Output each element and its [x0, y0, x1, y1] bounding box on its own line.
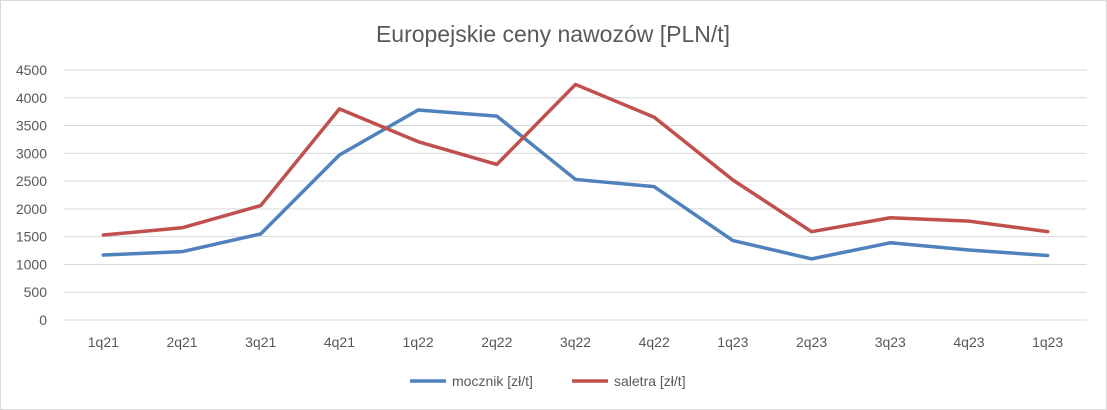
data-point	[731, 178, 735, 182]
y-axis-ticks: 0 500 1000 1500 2000 2500 3000 3500 4000 4500	[16, 62, 47, 328]
data-point	[810, 257, 814, 261]
data-point	[731, 239, 735, 243]
y-tick-label: 3000	[16, 145, 47, 161]
data-point	[101, 253, 105, 257]
y-tick-label: 4500	[16, 62, 47, 78]
x-tick-label: 2q21	[166, 334, 197, 350]
data-point	[574, 177, 577, 181]
data-point	[967, 248, 971, 252]
data-point	[259, 204, 263, 208]
x-tick-label: 4q23	[953, 334, 984, 350]
data-point	[495, 162, 499, 166]
series-line-1	[101, 82, 1050, 237]
data-point	[652, 115, 656, 119]
legend-label: mocznik [zł/t]	[452, 373, 533, 389]
gridlines	[64, 69, 1087, 321]
legend: mocznik [zł/t] saletra [zł/t]	[410, 373, 686, 389]
x-tick-label: 1q23	[717, 334, 748, 350]
x-tick-label: 2q23	[796, 334, 827, 350]
y-tick-label: 3500	[16, 118, 47, 134]
data-point	[652, 185, 656, 189]
data-point	[180, 250, 184, 254]
data-point	[1046, 254, 1050, 258]
data-point	[101, 233, 105, 237]
x-tick-label: 1q23	[1032, 334, 1063, 350]
x-axis-ticks: 1q21 2q21 3q21 4q21 1q22 2q22 3q22 4q22 1q23 2q23…	[88, 334, 1064, 350]
data-point	[495, 114, 499, 118]
x-tick-label: 3q21	[245, 334, 276, 350]
x-tick-label: 3q22	[560, 334, 591, 350]
data-point	[416, 108, 420, 112]
legend-label: saletra [zł/t]	[614, 373, 686, 389]
data-point	[1046, 230, 1050, 234]
data-point	[180, 226, 184, 230]
data-point	[810, 230, 814, 234]
x-tick-label: 2q22	[481, 334, 512, 350]
data-point	[416, 140, 420, 144]
data-point	[259, 232, 263, 236]
chart-title: Europejskie ceny nawozów [PLN/t]	[376, 21, 730, 47]
data-point	[337, 153, 341, 157]
y-tick-label: 0	[39, 312, 47, 328]
x-tick-label: 3q23	[875, 334, 906, 350]
series-lines	[101, 82, 1050, 261]
data-point	[967, 219, 971, 223]
y-tick-label: 1000	[16, 256, 47, 272]
x-tick-label: 4q21	[324, 334, 355, 350]
x-tick-label: 4q22	[639, 334, 670, 350]
data-point	[337, 107, 341, 111]
x-tick-label: 1q22	[403, 334, 434, 350]
data-point	[888, 241, 892, 245]
data-point	[888, 216, 892, 220]
y-tick-label: 1500	[16, 229, 47, 245]
x-tick-label: 1q21	[88, 334, 119, 350]
y-tick-label: 2500	[16, 173, 47, 189]
data-point	[574, 82, 577, 86]
y-tick-label: 4000	[16, 90, 47, 106]
y-tick-label: 2000	[16, 201, 47, 217]
y-tick-label: 500	[24, 284, 48, 300]
